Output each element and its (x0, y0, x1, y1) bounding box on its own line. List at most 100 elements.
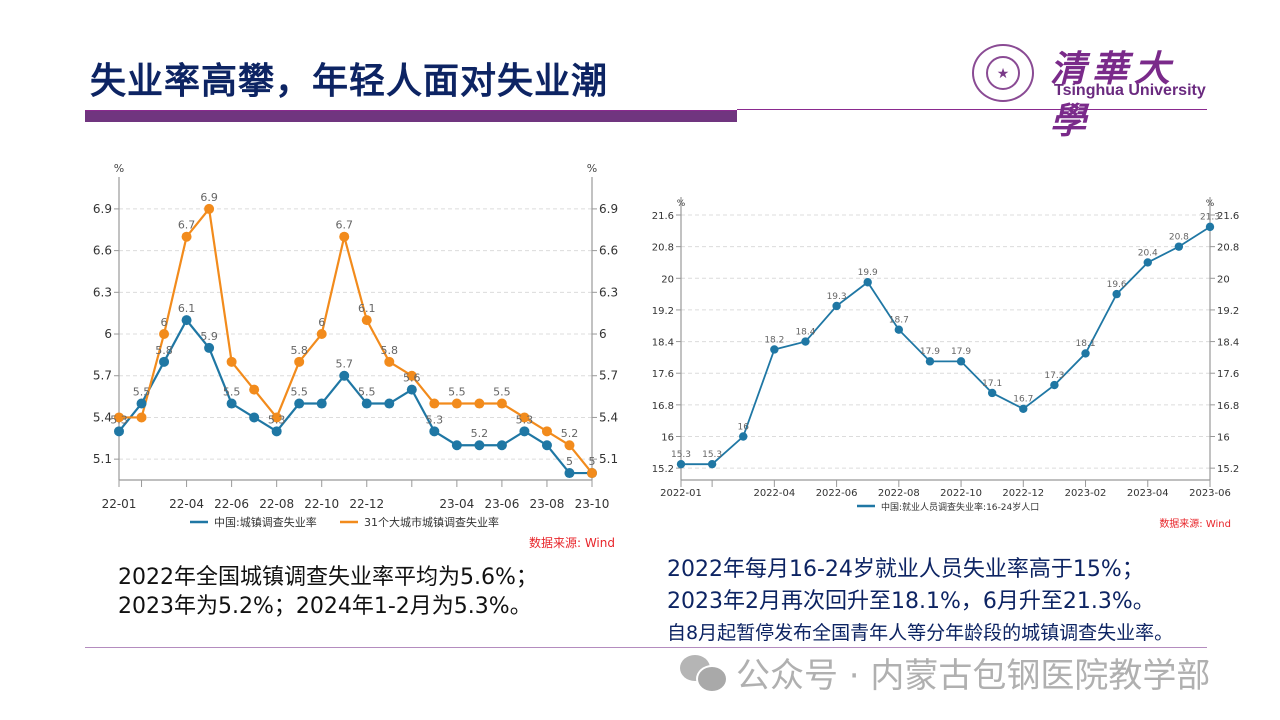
data-point (541, 426, 552, 437)
data-source: 数据来源: Wind (529, 535, 615, 550)
y-tick-label-right: 16.8 (1217, 401, 1239, 412)
data-label: 18.7 (889, 316, 909, 326)
x-tick-label: 2023-04 (1127, 488, 1169, 499)
data-label: 17.9 (920, 347, 940, 357)
y-tick-label-left: 6.6 (93, 244, 112, 258)
data-point (987, 388, 997, 398)
data-label: 5 (589, 455, 596, 468)
x-tick-label: 2022-01 (660, 488, 702, 499)
data-point (496, 398, 507, 409)
data-point (1050, 380, 1059, 390)
logo-english-name: Tsinghua University (1054, 82, 1206, 99)
data-point (863, 278, 872, 287)
data-point (181, 231, 192, 242)
y-tick-label-left: 19.2 (652, 306, 674, 317)
wechat-icon (680, 653, 728, 693)
data-label: 5.8 (290, 344, 308, 357)
data-point (181, 315, 192, 326)
x-tick-label: 2022-12 (1002, 488, 1044, 499)
data-label: 6.1 (178, 302, 196, 315)
data-label: 5.7 (335, 358, 353, 371)
x-tick-label: 22-04 (169, 497, 204, 511)
y-tick-label-right: 6.9 (599, 202, 618, 216)
y-unit-left: % (114, 162, 124, 175)
y-tick-label-right: 6.6 (599, 244, 618, 258)
seal-star-icon: ★ (986, 56, 1020, 90)
data-label: 5.8 (381, 344, 399, 357)
youth-unemployment-chart: 15.2 15.2 16 16 16.8 16.8 17.6 17.6 18.4 18.4 19.2… (652, 197, 1239, 530)
data-point (406, 370, 417, 381)
data-point (271, 412, 282, 423)
y-tick-label-left: 20 (661, 274, 674, 285)
data-label: 17.1 (982, 379, 1002, 389)
data-label: 20.8 (1169, 232, 1189, 242)
data-point (361, 398, 372, 409)
data-point (1205, 222, 1215, 232)
urban-unemployment-summary: 2022年全国城镇调查失业率平均为5.6%； 2023年为5.2%；2024年1… (118, 563, 538, 621)
data-point (519, 426, 530, 437)
data-label: 21.3 (1200, 213, 1220, 223)
x-tick-label: 22-06 (214, 497, 249, 511)
y-tick-label-right: 19.2 (1217, 306, 1239, 317)
y-unit-right: % (1206, 199, 1215, 209)
data-point (226, 398, 237, 409)
data-point (316, 398, 327, 409)
data-label: 16.7 (1013, 395, 1033, 405)
data-label: 5 (566, 455, 573, 468)
data-point (204, 342, 215, 353)
university-seal-icon: ★ (972, 44, 1034, 102)
data-label: 5.5 (358, 386, 376, 399)
data-point (474, 440, 485, 451)
youth-unemployment-summary: 2022年每月16-24岁就业人员失业率高于15%； 2023年2月再次回升至1… (667, 554, 1173, 648)
data-point (406, 384, 417, 395)
y-tick-label-left: 5.1 (93, 452, 112, 466)
data-point (1112, 289, 1121, 299)
logo-chinese-name: 清華大學 (1050, 48, 1177, 142)
data-label: 5.9 (200, 330, 218, 343)
data-point (384, 398, 395, 409)
data-label: 19.3 (827, 292, 847, 302)
legend-label: 31个大城市城镇调查失业率 (364, 515, 499, 529)
x-tick-label: 23-08 (530, 497, 565, 511)
data-point (136, 398, 147, 409)
series-line-0 (681, 226, 1211, 466)
y-tick-label-left: 18.4 (652, 338, 674, 349)
data-label: 15.3 (702, 450, 722, 460)
watermark-text: 公众号 · 内蒙古包钢医院教学部 (736, 656, 1211, 696)
x-tick-label: 23-06 (484, 497, 519, 511)
data-point (1019, 404, 1028, 414)
data-point (832, 301, 841, 311)
data-point (249, 412, 260, 423)
y-tick-label-left: 6.3 (93, 285, 112, 299)
data-point (739, 432, 748, 441)
data-label: 6.7 (335, 219, 353, 232)
data-point (925, 357, 935, 366)
data-point (361, 315, 372, 326)
data-point (541, 440, 552, 451)
watermark: 公众号 · 内蒙古包钢医院教学部 (680, 648, 1210, 697)
x-tick-label: 2023-02 (1065, 488, 1107, 499)
x-tick-label: 2022-06 (816, 488, 858, 499)
data-label: 5.5 (448, 386, 466, 399)
footer-divider (85, 647, 1207, 648)
data-point (429, 426, 440, 437)
data-label: 16 (738, 422, 750, 432)
data-label: 17.3 (1044, 371, 1064, 381)
data-point (114, 412, 124, 423)
y-tick-label-left: 16.8 (652, 401, 674, 412)
page-title: 失业率高攀，年轻人面对失业潮 (90, 61, 609, 102)
data-point (1143, 258, 1152, 267)
summary-line-1: 2022年全国城镇调查失业率平均为5.6%； (118, 565, 538, 590)
x-tick-label: 2022-04 (753, 488, 795, 499)
data-point (496, 440, 507, 451)
data-point (339, 231, 350, 242)
data-point (294, 398, 305, 409)
y-tick-label-left: 6 (104, 327, 112, 341)
legend-label: 中国:就业人员调查失业率:16-24岁人口 (881, 501, 1039, 513)
legend-label: 中国:城镇调查失业率 (214, 515, 317, 529)
data-label: 5.3 (426, 413, 444, 426)
data-label: 6 (318, 316, 325, 329)
data-label: 18.4 (795, 327, 815, 337)
y-tick-label-left: 15.2 (652, 464, 674, 475)
series-line-0 (118, 318, 592, 475)
